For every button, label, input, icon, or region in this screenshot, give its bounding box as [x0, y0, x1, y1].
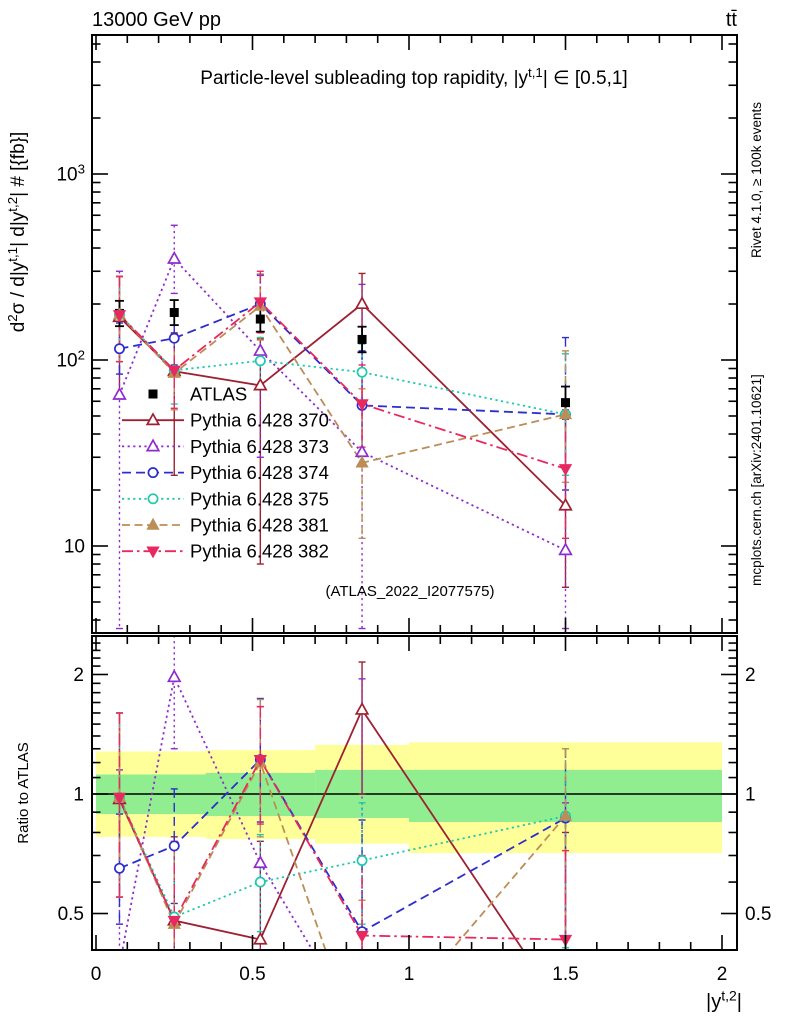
- data-point-marker: [560, 1007, 572, 1017]
- data-point-marker: [253, 931, 268, 945]
- data-point-marker: [253, 342, 268, 356]
- ratio-y-tick-label: 0.5: [745, 904, 771, 925]
- data-point-marker: [255, 314, 265, 324]
- ratio-y-tick-label: 1: [73, 785, 84, 806]
- data-point-marker: [114, 959, 126, 969]
- axis-ticks: [92, 35, 737, 950]
- beam-energy-label: 13000 GeV pp: [92, 9, 221, 31]
- legend-label: Pythia 6.428 382: [190, 541, 329, 562]
- data-point-marker: [112, 792, 127, 805]
- series-line: [118, 300, 566, 470]
- data-point-marker: [169, 308, 179, 318]
- ratio-y-tick-label: 2: [73, 665, 84, 686]
- mcplots-arxiv-note: mcplots.cern.ch [arXiv:2401.10621]: [749, 374, 764, 586]
- data-point-marker: [355, 930, 369, 943]
- data-point-marker: [561, 398, 570, 408]
- x-tick-label: 0.5: [239, 964, 265, 985]
- legend-label: Pythia 6.428 381: [190, 515, 329, 536]
- data-point-marker: [356, 366, 368, 378]
- analysis-watermark: (ATLAS_2022_I2077575): [325, 583, 494, 600]
- data-point-marker: [167, 250, 182, 264]
- series-line: [118, 302, 567, 507]
- legend-item: ATLAS: [148, 384, 247, 405]
- data-point-marker: [558, 497, 573, 511]
- legend-item: Pythia 6.428 381: [122, 515, 329, 536]
- x-tick-label: 1: [404, 964, 415, 985]
- data-point-marker: [167, 365, 181, 378]
- data-point-marker: [254, 355, 266, 367]
- data-point-marker: [356, 855, 368, 866]
- data-point-marker: [112, 386, 127, 400]
- legend: ATLAS Pythia 6.428 370 Pythia 6.428 373 Pyt…: [122, 384, 329, 562]
- legend-label: Pythia 6.428 373: [190, 436, 329, 457]
- data-point-marker: [354, 296, 370, 310]
- process-label: tt̄: [726, 9, 738, 31]
- data-point-marker: [355, 399, 369, 412]
- data-point-marker: [558, 407, 573, 420]
- ratio-panel-frame: [91, 635, 738, 951]
- ratio-uncertainty-bands: [92, 742, 737, 854]
- data-point-marker: [147, 493, 159, 505]
- panel-title: Particle-level subleading top rapidity, …: [200, 65, 627, 89]
- legend-label: Pythia 6.428 375: [190, 488, 329, 509]
- main-y-tick-label: 10: [64, 537, 85, 558]
- data-point-marker: [354, 701, 370, 715]
- data-point-marker: [114, 862, 125, 874]
- tick-labels: 10 102 103 0 0.5 1 1.5 2 0.5 0.5 1 1 2 2: [56, 161, 771, 985]
- data-point-marker: [148, 389, 158, 399]
- legend-item: Pythia 6.428 382: [122, 541, 329, 562]
- data-point-marker: [558, 808, 573, 821]
- main-panel-frame: [91, 34, 738, 634]
- data-point-marker: [558, 542, 573, 556]
- ratio-y-tick-label: 1: [745, 785, 756, 806]
- series-line: [118, 760, 567, 950]
- legend-label: Pythia 6.428 374: [190, 462, 329, 483]
- data-point-marker: [168, 840, 180, 852]
- ratio-y-tick-label: 2: [745, 665, 756, 686]
- x-tick-label: 0: [91, 964, 102, 985]
- data-point-marker: [355, 455, 369, 468]
- main-panel-data: [112, 224, 573, 630]
- ratio-y-axis-label: Ratio to ATLAS: [15, 742, 32, 843]
- data-point-marker: [167, 669, 182, 683]
- data-point-marker: [147, 467, 159, 479]
- legend-item: Pythia 6.428 370: [122, 410, 329, 431]
- data-point-marker: [168, 332, 180, 344]
- x-tick-label: 2: [717, 964, 728, 985]
- data-point-marker: [167, 915, 181, 928]
- legend-item: Pythia 6.428 375: [122, 488, 329, 509]
- main-y-tick-label: 103: [56, 161, 85, 185]
- data-point-marker: [254, 876, 266, 888]
- rivet-version-note: Rivet 4.1.0, ≥ 100k events: [749, 102, 764, 258]
- main-y-axis-label: d2σ / d|yt,1| d|yt,2| # [{fb}]: [5, 132, 29, 333]
- legend-item: Pythia 6.428 373: [122, 436, 329, 457]
- data-point-marker: [112, 310, 127, 323]
- x-tick-label: 1.5: [552, 964, 578, 985]
- main-y-tick-label: 102: [56, 347, 85, 371]
- data-point-marker: [253, 755, 267, 767]
- data-point-marker: [114, 343, 125, 355]
- x-axis-label: |yt,2|: [706, 987, 742, 1013]
- ratio-panel-data: [112, 636, 573, 1017]
- data-point-marker: [145, 412, 161, 426]
- data-point-marker: [357, 334, 367, 344]
- legend-item: Pythia 6.428 374: [122, 462, 329, 483]
- legend-label: Pythia 6.428 370: [190, 410, 329, 431]
- legend-label: ATLAS: [190, 384, 247, 405]
- data-point-marker: [253, 377, 268, 391]
- data-point-marker: [146, 546, 160, 559]
- data-point-marker: [145, 438, 161, 452]
- series-line: [118, 257, 566, 551]
- data-point-marker: [253, 297, 267, 310]
- data-point-marker: [558, 464, 573, 477]
- data-point-marker: [253, 855, 268, 869]
- data-point-marker: [146, 517, 160, 530]
- chart-root: 10 102 103 0 0.5 1 1.5 2 0.5 0.5 1 1 2 2 ATLAS Pythia 6…: [56, 34, 771, 1017]
- ratio-y-tick-label: 0.5: [58, 904, 84, 925]
